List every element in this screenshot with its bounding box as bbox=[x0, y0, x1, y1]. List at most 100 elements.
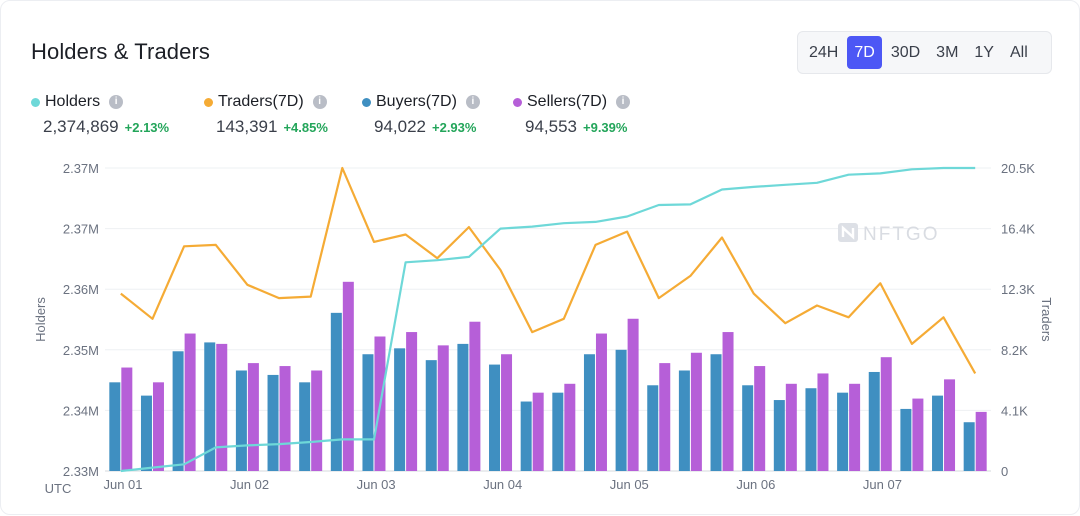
buyers-bar bbox=[742, 385, 754, 471]
holders-dot bbox=[31, 97, 40, 107]
buyers-bar bbox=[900, 408, 912, 471]
legend-traders[interactable]: Traders(7D) i 143,391 +4.85% bbox=[204, 93, 328, 143]
holders-line bbox=[120, 166, 976, 473]
range-7d-button[interactable]: 7D bbox=[847, 36, 882, 69]
legend-sellers[interactable]: Sellers(7D) i 94,553 +9.39% bbox=[513, 93, 631, 143]
legend-value: 2,374,869 bbox=[43, 117, 119, 136]
traders-dot bbox=[204, 97, 213, 107]
sellers-bar bbox=[311, 370, 323, 471]
sellers-bar bbox=[912, 398, 924, 471]
range-3m-button[interactable]: 3M bbox=[936, 44, 959, 61]
sellers-bar bbox=[627, 318, 639, 471]
sellers-bar bbox=[247, 363, 259, 471]
buyers-bar bbox=[805, 388, 817, 471]
sellers-bar bbox=[342, 281, 354, 471]
info-icon[interactable]: i bbox=[465, 95, 480, 109]
buyers-bar bbox=[172, 351, 184, 471]
x-tick-label: Jun 03 bbox=[357, 477, 396, 492]
watermark-text: NFTGO bbox=[863, 224, 940, 245]
x-tick-label: Jun 01 bbox=[103, 477, 142, 492]
legend-value: 143,391 bbox=[216, 117, 278, 136]
buyers-bar bbox=[299, 382, 311, 471]
legend-buyers[interactable]: Buyers(7D) i 94,022 +2.93% bbox=[362, 93, 480, 143]
range-30d-button[interactable]: 30D bbox=[890, 44, 921, 61]
buyers-bar bbox=[963, 422, 975, 471]
buyers-bar bbox=[773, 400, 785, 471]
sellers-bar bbox=[121, 367, 133, 471]
legend-change: +2.13% bbox=[124, 120, 170, 135]
buyers-bar bbox=[204, 342, 216, 471]
buyers-bar bbox=[837, 392, 849, 471]
y-left-tick-label: 2.33M bbox=[63, 464, 99, 479]
buyers-bar bbox=[330, 312, 342, 471]
sellers-bar bbox=[501, 354, 513, 471]
sellers-bar bbox=[152, 382, 164, 471]
sellers-dot bbox=[513, 97, 522, 107]
buyers-bar bbox=[267, 374, 279, 471]
x-axis-title: UTC bbox=[45, 481, 72, 496]
sellers-bar bbox=[659, 363, 671, 471]
buyers-bar bbox=[552, 392, 564, 471]
y-left-tick-label: 2.35M bbox=[63, 343, 99, 358]
y-left-axis-title: Holders bbox=[33, 297, 48, 342]
legend-label: Sellers(7D) bbox=[527, 93, 608, 110]
sellers-bar bbox=[595, 333, 607, 471]
y-left-tick-label: 2.37M bbox=[63, 222, 99, 237]
y-right-tick-label: 4.1K bbox=[1001, 403, 1028, 418]
info-icon[interactable]: i bbox=[312, 95, 327, 109]
sellers-bar bbox=[184, 333, 196, 471]
x-tick-label: Jun 07 bbox=[863, 477, 902, 492]
sellers-bar bbox=[722, 332, 734, 471]
sellers-bar bbox=[754, 366, 766, 471]
range-24h-button[interactable]: 24H bbox=[809, 44, 839, 61]
legend-label: Traders(7D) bbox=[218, 93, 304, 110]
x-tick-label: Jun 06 bbox=[736, 477, 775, 492]
buyers-bar bbox=[520, 401, 532, 471]
y-right-axis-title: Traders bbox=[1039, 297, 1054, 342]
sellers-bar bbox=[532, 392, 544, 471]
buyers-bar bbox=[457, 343, 469, 471]
legend-change: +2.93% bbox=[432, 120, 477, 135]
sellers-bar bbox=[406, 332, 418, 471]
legend-change: +4.85% bbox=[283, 120, 328, 135]
legend-value: 94,553 bbox=[525, 117, 577, 136]
legend-label: Buyers(7D) bbox=[376, 93, 457, 110]
sellers-bar bbox=[849, 383, 861, 471]
buyers-bar bbox=[583, 354, 595, 471]
buyers-bar bbox=[710, 354, 722, 471]
buyers-bar bbox=[362, 354, 374, 471]
sellers-bar bbox=[817, 373, 829, 471]
range-1y-button[interactable]: 1Y bbox=[974, 44, 994, 61]
buyers-bar bbox=[678, 370, 690, 471]
legend-holders[interactable]: Holders i 2,374,869 +2.13% bbox=[31, 93, 169, 143]
buyers-bar bbox=[394, 348, 406, 471]
y-right-tick-label: 12.3K bbox=[1001, 282, 1035, 297]
page-title: Holders & Traders bbox=[31, 39, 210, 64]
y-left-tick-label: 2.37M bbox=[63, 161, 99, 176]
buyers-bar bbox=[647, 385, 659, 471]
sellers-bar bbox=[690, 352, 702, 471]
buyers-bar bbox=[615, 349, 627, 471]
legend-change: +9.39% bbox=[583, 120, 628, 135]
nftgo-logo-icon bbox=[838, 223, 858, 242]
y-left-tick-label: 2.34M bbox=[63, 403, 99, 418]
buyers-bar bbox=[140, 395, 152, 471]
x-tick-label: Jun 05 bbox=[610, 477, 649, 492]
buyers-bar bbox=[932, 395, 944, 471]
x-tick-label: Jun 04 bbox=[483, 477, 522, 492]
sellers-bar bbox=[944, 379, 956, 471]
y-right-tick-label: 0 bbox=[1001, 464, 1008, 479]
y-left-tick-label: 2.36M bbox=[63, 282, 99, 297]
sellers-bar bbox=[469, 321, 481, 471]
sellers-bar bbox=[437, 345, 449, 471]
buyers-bar bbox=[109, 382, 121, 471]
info-icon[interactable]: i bbox=[616, 95, 631, 109]
legend-value: 94,022 bbox=[374, 117, 426, 136]
sellers-bar bbox=[785, 383, 797, 471]
buyers-bar bbox=[489, 364, 501, 471]
range-all-button[interactable]: All bbox=[1009, 44, 1028, 61]
sellers-bar bbox=[880, 357, 892, 471]
time-range-selector: 24H 7D 30D 3M 1Y All bbox=[797, 31, 1052, 74]
info-icon[interactable]: i bbox=[109, 95, 124, 109]
